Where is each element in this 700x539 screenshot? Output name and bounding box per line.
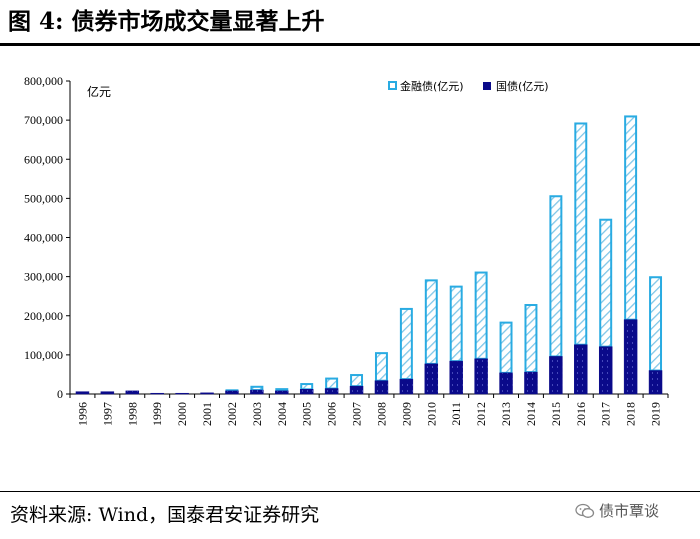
x-tick-label: 2003 [250,402,264,426]
x-tick-label: 2011 [449,402,463,426]
x-tick-label: 2006 [325,402,339,426]
bar-treasury-bond [275,390,289,395]
x-tick-label: 2015 [549,402,563,426]
legend-label-treasury-bond: 国债(亿元) [496,79,549,93]
bar-treasury-bond [250,389,264,395]
legend-swatch-financial-bond [388,81,397,90]
x-tick-label: 2017 [599,402,613,426]
x-tick-label: 2005 [300,402,314,426]
x-tick-label: 2013 [499,402,513,426]
bar-treasury-bond [574,344,588,395]
bar-financial-bond [399,307,413,381]
bar-treasury-bond [648,370,663,395]
bar-treasury-bond [175,392,189,395]
bar-treasury-bond [75,391,90,395]
bar-financial-bond [424,279,438,365]
chart-legend: 金融债(亿元) 国债(亿元) [388,79,549,93]
bar-treasury-bond [524,371,538,395]
bar-treasury-bond [449,360,463,395]
bar-financial-bond [350,374,364,388]
y-tick-label: 100,000 [24,348,63,362]
legend-swatch-treasury-bond [483,82,491,90]
bar-treasury-bond [623,319,638,395]
x-tick-label: 2007 [350,402,364,426]
y-tick-label: 300,000 [24,270,63,284]
x-tick-label: 1999 [150,402,164,426]
bond-volume-chart: 0 100,000 200,000 300,000 400,000 500,000 600,… [24,74,669,426]
bar-financial-bond [649,276,663,372]
y-tick-label: 0 [57,387,63,401]
bar-treasury-bond [399,378,414,395]
bar-treasury-bond [549,356,563,395]
bar-financial-bond [574,122,588,346]
bar-financial-bond [549,195,563,358]
bar-financial-bond [374,352,388,382]
bar-treasury-bond [200,392,214,395]
bar-treasury-bond [100,391,115,395]
bar-financial-bond [325,377,339,390]
bottom-rule [0,491,700,492]
x-tick-label: 2002 [225,402,239,426]
x-tick-label: 1996 [75,402,89,426]
y-tick-label: 400,000 [24,231,63,245]
x-tick-label: 2000 [175,402,189,426]
bar-financial-bond [474,271,488,360]
y-tick-label: 200,000 [24,309,63,323]
bar-financial-bond [524,304,538,374]
bar-treasury-bond [299,389,314,395]
bar-financial-bond [275,388,289,392]
bar-treasury-bond [349,385,364,395]
x-tick-label: 2004 [275,402,289,426]
x-tick-label: 2018 [624,402,638,426]
y-tick-label: 800,000 [24,74,63,88]
x-tick-label: 1997 [100,402,114,426]
bar-financial-bond [599,218,613,348]
x-tick-label: 2014 [524,402,538,426]
bar-financial-bond [499,321,513,374]
top-rule [0,43,700,46]
bar-financial-bond [250,385,264,392]
y-tick-label: 600,000 [24,152,63,166]
bar-treasury-bond [150,392,164,395]
plot-area: 0 100,000 200,000 300,000 400,000 500,000 600,… [24,74,669,426]
y-axis-unit: 亿元 [87,84,111,99]
figure-title: 图 4: 债券市场成交量显著上升 [8,8,325,35]
x-tick-label: 1998 [125,402,139,426]
bar-treasury-bond [225,390,239,395]
wechat-icon [575,503,595,518]
source-note: 资料来源: Wind，国泰君安证券研究 [10,504,320,526]
x-tick-label: 2012 [474,402,488,426]
legend-label-financial-bond: 金融债(亿元) [400,79,464,93]
y-tick-label: 500,000 [24,191,63,205]
x-tick-label: 2009 [399,402,413,426]
y-tick-label: 700,000 [24,113,63,127]
bar-treasury-bond [474,358,488,395]
bar-financial-bond [449,285,463,363]
watermark: 债市覃谈 [575,500,659,521]
x-tick-label: 2010 [424,402,438,426]
bar-treasury-bond [374,380,389,395]
bar-financial-bond [300,383,314,391]
bar-treasury-bond [125,390,140,395]
x-tick-label: 2019 [649,402,663,426]
bar-financial-bond [624,115,638,321]
x-tick-label: 2001 [200,402,214,426]
bar-treasury-bond [324,388,339,395]
x-tick-label: 2008 [374,402,388,426]
bar-treasury-bond [598,346,613,395]
watermark-text: 债市覃谈 [599,502,660,520]
x-tick-label: 2016 [574,402,588,426]
bar-treasury-bond [424,363,439,395]
bar-treasury-bond [499,372,513,395]
